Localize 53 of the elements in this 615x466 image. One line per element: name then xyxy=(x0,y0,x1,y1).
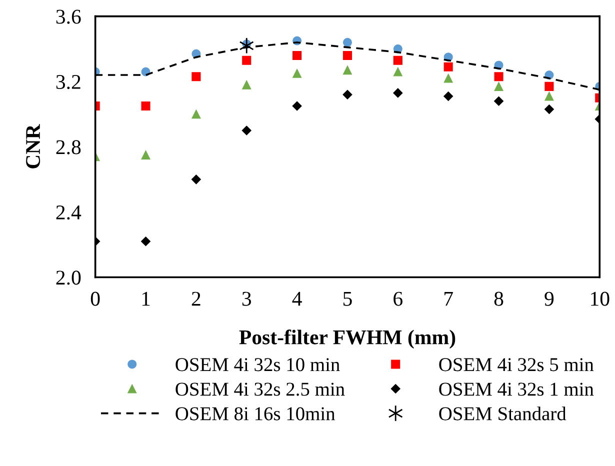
point xyxy=(292,50,302,60)
point xyxy=(544,92,554,101)
point xyxy=(393,88,403,98)
y-tick-label: 3.6 xyxy=(56,10,81,24)
y-tick-label: 2.4 xyxy=(56,205,82,220)
y-tick-label: 2.0 xyxy=(56,270,81,285)
point xyxy=(140,236,151,246)
point xyxy=(393,67,402,76)
point xyxy=(242,56,252,65)
point xyxy=(239,37,254,54)
point xyxy=(393,56,402,65)
point xyxy=(242,126,252,136)
point xyxy=(242,80,252,90)
x-tick-label: 9 xyxy=(544,292,554,306)
x-tick-label: 4 xyxy=(292,292,302,306)
point xyxy=(292,101,302,111)
point xyxy=(494,96,504,106)
x-axis-title: Post-filter FWHM (mm) xyxy=(239,329,456,349)
legend-label: OSEM 4i 32s 1 min xyxy=(439,382,594,396)
point xyxy=(544,104,554,114)
point xyxy=(141,150,150,160)
point xyxy=(191,174,201,184)
point xyxy=(342,90,352,100)
legend-label: OSEM Standard xyxy=(439,406,566,420)
x-tick-label: 3 xyxy=(242,292,252,306)
point xyxy=(342,66,352,75)
point xyxy=(494,82,504,91)
point xyxy=(544,82,554,91)
x-tick-label: 0 xyxy=(90,292,100,306)
point xyxy=(192,72,201,82)
x-tick-label: 7 xyxy=(444,292,453,306)
legend-label: OSEM 8i 16s 10min xyxy=(176,407,336,420)
x-tick-label: 1 xyxy=(142,292,150,306)
point xyxy=(444,74,453,83)
legend-label: OSEM 4i 32s 10 min xyxy=(176,358,340,372)
x-tick-label: 5 xyxy=(343,292,352,306)
point xyxy=(342,38,352,47)
x-tick-label: 10 xyxy=(591,292,610,306)
point xyxy=(444,62,453,72)
y-tick-label: 3.2 xyxy=(56,74,80,90)
point xyxy=(192,110,201,119)
point xyxy=(494,72,504,82)
legend-label: OSEM 4i 32s 2.5 min xyxy=(176,382,345,396)
legend-label: OSEM 4i 32s 5 min xyxy=(439,358,594,372)
y-axis-title: CNR xyxy=(26,124,40,168)
y-tick-label: 2.8 xyxy=(56,140,81,154)
point xyxy=(292,68,302,78)
point xyxy=(444,91,454,101)
x-tick-label: 6 xyxy=(394,292,402,306)
point xyxy=(342,50,352,60)
x-tick-label: 8 xyxy=(494,292,504,306)
x-tick-label: 2 xyxy=(192,292,200,306)
point xyxy=(141,102,150,111)
